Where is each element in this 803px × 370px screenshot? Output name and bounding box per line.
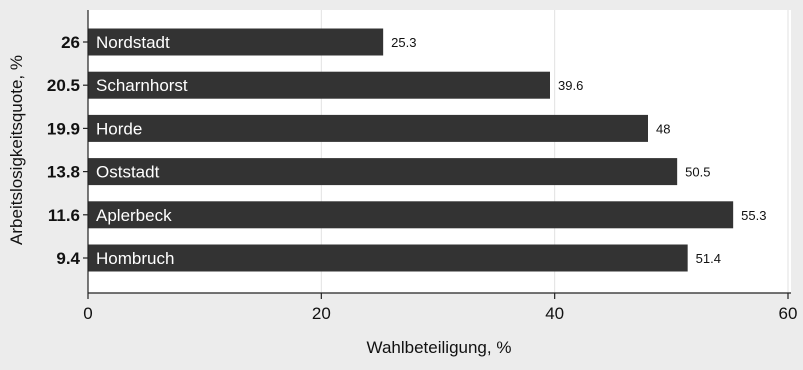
x-tick-label: 40 — [545, 304, 564, 323]
bar-value-label: 55.3 — [741, 208, 766, 223]
y-tick-label: 19.9 — [47, 119, 80, 138]
bar-value-label: 51.4 — [696, 251, 721, 266]
bar-category-label: Nordstadt — [96, 33, 170, 52]
bar — [88, 114, 648, 142]
bar-category-label: Horde — [96, 119, 142, 138]
y-tick-label: 11.6 — [48, 206, 80, 225]
x-axis: 0 20 40 60 — [83, 292, 798, 323]
bar-category-label: Hombruch — [96, 249, 174, 268]
y-tick-label: 20.5 — [47, 76, 80, 95]
bar-value-label: 48 — [656, 121, 670, 136]
y-tick-label: 26 — [61, 33, 80, 52]
bar-value-label: 50.5 — [685, 165, 710, 180]
bar-category-label: Scharnhorst — [96, 76, 188, 95]
bar — [88, 71, 550, 99]
bar-category-label: Aplerbeck — [96, 206, 172, 225]
x-axis-title: Wahlbeteiligung, % — [367, 338, 512, 357]
bar — [88, 158, 678, 186]
y-tick-label: 9.4 — [56, 249, 80, 268]
bar-category-label: Oststadt — [96, 163, 160, 182]
x-tick-label: 0 — [83, 304, 92, 323]
x-tick-label: 60 — [779, 304, 798, 323]
bar-value-label: 39.6 — [558, 78, 583, 93]
bar — [88, 244, 688, 272]
y-tick-label: 13.8 — [47, 163, 80, 182]
bar-value-label: 25.3 — [391, 35, 416, 50]
bar — [88, 28, 384, 56]
y-tick-labels: 26 20.5 19.9 13.8 11.6 9.4 — [47, 33, 88, 268]
bars: Nordstadt 25.3 Scharnhorst 39.6 Horde 48 Ostst… — [88, 28, 766, 272]
bar — [88, 201, 734, 229]
x-tick-label: 20 — [312, 304, 331, 323]
y-axis-title: Arbeitslosigkeitsquote, % — [7, 55, 26, 245]
